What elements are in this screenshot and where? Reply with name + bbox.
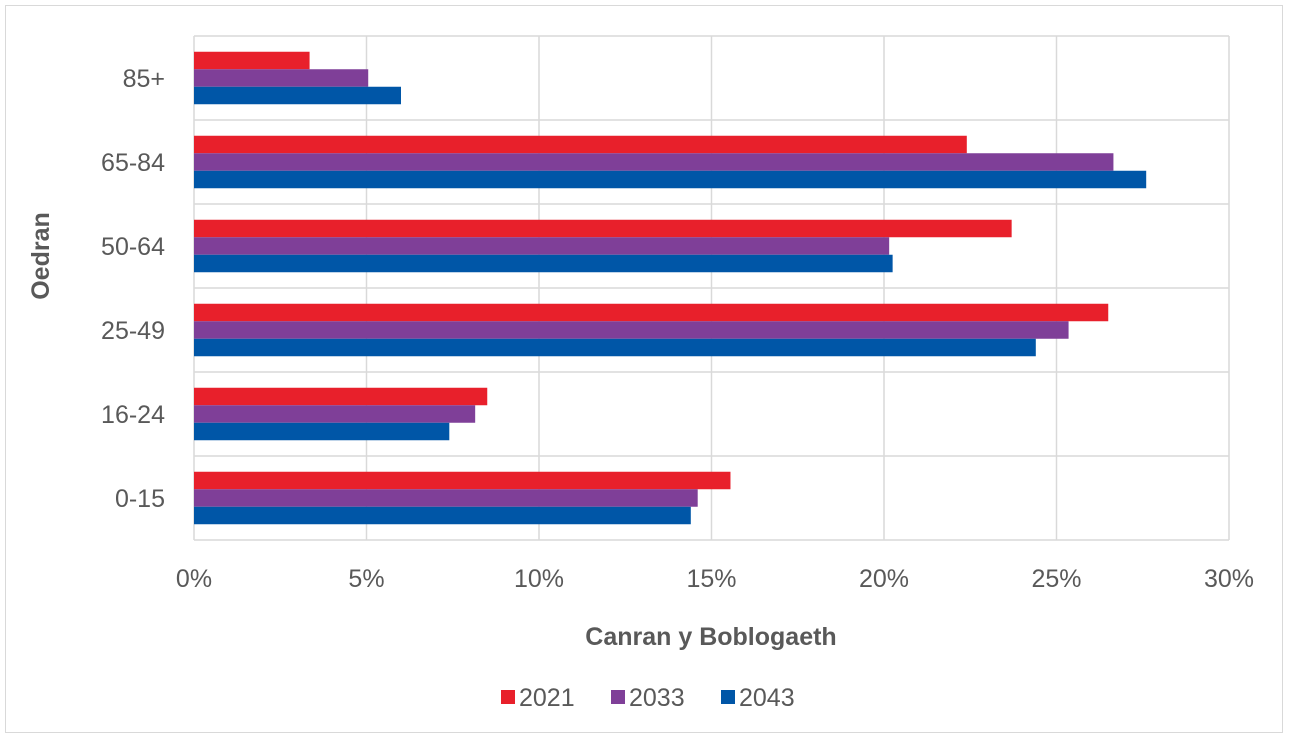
x-tick-label: 25% [1031,565,1081,593]
x-tick-label: 30% [1204,565,1254,593]
x-tick-label: 5% [348,565,384,593]
bar-2021-85+ [194,51,310,70]
bar-2043-85+ [194,86,401,105]
bar-2033-16-24 [194,405,476,423]
y-tick-label: 25-49 [101,317,165,345]
x-tick-label: 10% [514,565,564,593]
y-tick-label: 0-15 [115,485,165,513]
legend-label-2021: 2021 [519,684,575,712]
bar-2021-65-84 [194,135,967,154]
legend: 2021 2033 2043 [501,684,795,712]
legend-label-2033: 2033 [629,684,685,712]
x-tick-label: 0% [176,565,212,593]
x-tick-label: 15% [686,565,736,593]
bar-2033-25-49 [194,321,1069,339]
legend-label-2043: 2043 [739,684,795,712]
bars [194,51,1147,525]
y-tick-label: 85+ [123,65,165,93]
bar-2043-65-84 [194,170,1147,189]
y-tick-label: 16-24 [101,401,165,429]
bar-2033-85+ [194,69,369,87]
legend-swatch-2021 [501,690,515,704]
bar-2043-25-49 [194,338,1036,357]
y-axis-title: Oedran [27,212,55,300]
bar-2043-50-64 [194,254,893,273]
y-tick-label: 50-64 [101,233,165,261]
bar-2033-0-15 [194,489,698,507]
x-tick-labels: 0% 5% 10% 15% 20% 25% 30% [176,565,1254,593]
bar-2021-50-64 [194,219,1012,238]
chart-frame [5,5,1283,733]
bar-2021-25-49 [194,303,1109,322]
y-tick-label: 65-84 [101,149,165,177]
legend-swatch-2033 [611,690,625,704]
x-axis-title: Canran y Boblogaeth [585,623,836,651]
grid-lines [193,35,1230,541]
bar-2033-65-84 [194,153,1114,171]
bar-2021-0-15 [194,471,731,490]
bar-2043-16-24 [194,422,450,441]
x-tick-label: 20% [859,565,909,593]
bar-2033-50-64 [194,237,890,255]
bar-2043-0-15 [194,506,691,525]
bar-2021-16-24 [194,387,488,406]
legend-swatch-2043 [721,690,735,704]
y-tick-labels: 0-15 16-24 25-49 50-64 65-84 85+ [101,65,165,513]
